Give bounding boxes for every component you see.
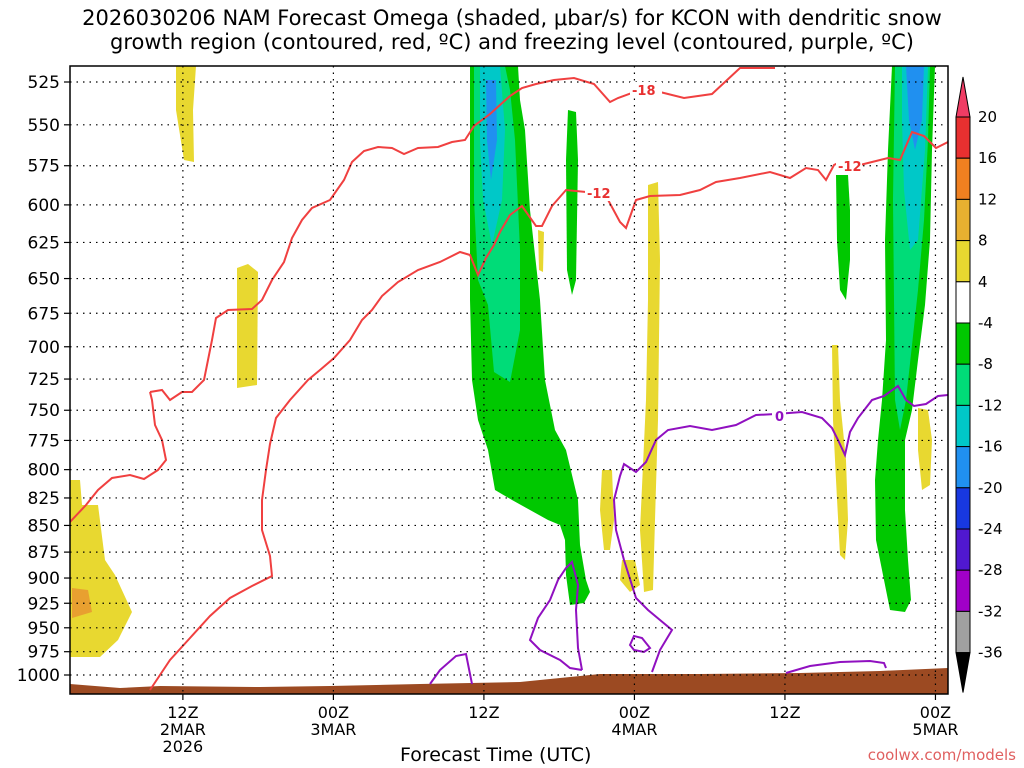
y-tick-label: 650	[28, 270, 60, 290]
colorbar-label: 8	[978, 232, 988, 250]
x-tick-label: 2MAR	[160, 720, 206, 739]
y-tick-label: 1000	[17, 666, 60, 686]
x-tick-label: 3MAR	[310, 720, 356, 739]
y-tick-label: 600	[28, 196, 60, 216]
colorbar-label: -32	[978, 602, 1003, 620]
terrain-ground	[70, 668, 948, 694]
plot-area	[70, 66, 948, 694]
y-tick-label: 775	[28, 431, 60, 451]
omega-negative-region	[836, 175, 850, 300]
omega-negative-region	[566, 110, 578, 295]
x-axis-label: Forecast Time (UTC)	[400, 744, 592, 766]
y-tick-label: 800	[28, 461, 60, 481]
y-tick-label: 950	[28, 619, 60, 639]
colorbar-swatch	[955, 528, 971, 571]
colorbar-label: -20	[978, 479, 1003, 497]
y-tick-label: 875	[28, 543, 60, 563]
colorbar-label: 16	[978, 149, 997, 167]
freezing-level-contour	[628, 634, 652, 654]
y-tick-label: 525	[28, 73, 60, 93]
dgz-contour-minus18	[149, 67, 775, 402]
colorbar-swatch	[955, 281, 971, 324]
colorbar-swatch	[955, 363, 971, 406]
colorbar-label: -28	[978, 561, 1003, 579]
contour-label: -18	[632, 84, 656, 99]
x-tick-label: 00Z	[318, 703, 349, 722]
y-tick-label: 625	[28, 233, 60, 253]
omega-strong-negative-region	[906, 66, 924, 150]
omega-positive-region	[237, 264, 258, 388]
omega-positive-region	[600, 470, 614, 550]
x-tick-label: 12Z	[769, 703, 800, 722]
colorbar-swatch	[955, 404, 971, 448]
colorbar-swatch	[955, 446, 971, 489]
freezing-level-contours	[429, 384, 948, 685]
colorbar-label: 12	[978, 190, 997, 208]
contour-label: -12	[838, 160, 862, 175]
omega-positive-region	[70, 480, 132, 657]
y-tick-label: 850	[28, 516, 60, 536]
colorbar-label: -12	[978, 396, 1003, 414]
colorbar-label: -36	[978, 644, 1003, 662]
colorbar-swatch	[955, 322, 971, 365]
colorbar-swatch	[955, 116, 971, 159]
freezing-level-contour	[429, 652, 473, 685]
colorbar-swatch	[955, 487, 971, 530]
y-tick-label: 700	[28, 338, 60, 358]
y-tick-label: 825	[28, 489, 60, 509]
x-tick-label: 00Z	[920, 703, 951, 722]
colorbar-arrow-top	[955, 76, 971, 118]
colorbar-label: 4	[978, 273, 988, 291]
x-tick-label: 00Z	[619, 703, 650, 722]
omega-positive-region	[176, 66, 196, 162]
y-tick-label: 550	[28, 116, 60, 136]
y-tick-label: 675	[28, 304, 60, 324]
colorbar-label: -8	[978, 355, 993, 373]
colorbar-swatch	[955, 610, 971, 654]
y-tick-label: 925	[28, 594, 60, 614]
x-axis: 12Z2MAR202600Z3MAR12Z00Z4MAR12Z00Z5MAR12…	[160, 694, 958, 756]
colorbar-label: -4	[978, 314, 993, 332]
contour-labels: -18 -12 -12 0	[585, 82, 862, 425]
freezing-level-contour	[785, 659, 887, 674]
x-tick-label: 12Z	[468, 703, 499, 722]
y-tick-label: 575	[28, 157, 60, 177]
credit-link[interactable]: coolwx.com/models	[867, 746, 1016, 764]
y-tick-label: 750	[28, 401, 60, 421]
contour-label: 0	[775, 410, 784, 425]
colorbar-swatch	[955, 240, 971, 283]
colorbar-label: -24	[978, 520, 1003, 538]
gridlines	[70, 66, 948, 694]
colorbar-label: -16	[978, 438, 1003, 456]
y-tick-label: 725	[28, 370, 60, 390]
dgz-contour-minus12	[70, 391, 168, 523]
colorbar: 20 16 12 8 4 -4 -8 -12 -16 -20 -24 -28 -32 -36	[955, 76, 1003, 693]
freezing-level-contour	[612, 384, 948, 673]
x-tick-label: 12Z	[167, 703, 198, 722]
colorbar-swatch	[955, 157, 971, 200]
plot-frame	[69, 65, 949, 695]
omega-positive-region	[538, 230, 544, 272]
freezing-level-contour	[528, 560, 583, 671]
contour-label: -12	[587, 187, 611, 202]
x-tick-label: 5MAR	[912, 720, 958, 739]
omega-strong-negative-region	[486, 80, 497, 180]
colorbar-swatch	[955, 569, 971, 612]
y-axis: 525 550 575 600 625 650 675 700 725 750 775 800 825 8…	[17, 73, 70, 686]
colorbar-swatch	[955, 198, 971, 242]
y-tick-label: 975	[28, 643, 60, 663]
omega-strong-positive-region	[72, 588, 92, 618]
omega-positive-region	[832, 345, 848, 560]
omega-shading	[70, 66, 935, 657]
colorbar-label: 20	[978, 108, 997, 126]
chart-title: 2026030206 NAM Forecast Omega (shaded, μ…	[82, 6, 942, 54]
x-tick-label: 4MAR	[611, 720, 657, 739]
colorbar-arrow-bottom	[955, 652, 971, 693]
y-tick-label: 900	[28, 569, 60, 589]
omega-positive-region	[918, 408, 932, 490]
omega-positive-region	[640, 182, 660, 592]
x-tick-label: 2026	[163, 737, 204, 756]
